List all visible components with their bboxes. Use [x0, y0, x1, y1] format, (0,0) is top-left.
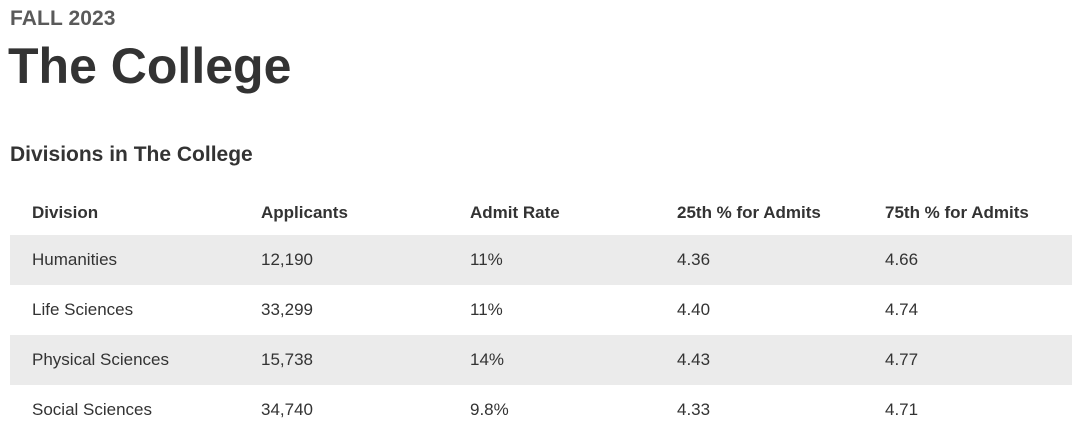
table-row: Physical Sciences 15,738 14% 4.43 4.77: [10, 335, 1072, 385]
cell-admit-rate: 11%: [470, 300, 503, 319]
section-title: Divisions in The College: [10, 143, 253, 166]
cell-applicants: 33,299: [261, 300, 313, 319]
cell-applicants: 34,740: [261, 400, 313, 419]
table-header-row: Division Applicants Admit Rate 25th % fo…: [10, 190, 1072, 235]
term-label: FALL 2023: [10, 7, 116, 30]
column-header-25th-percentile: 25th % for Admits: [677, 202, 821, 222]
divisions-table: Division Applicants Admit Rate 25th % fo…: [10, 190, 1072, 435]
table-body: Humanities 12,190 11% 4.36 4.66 Life Sci…: [10, 235, 1072, 435]
cell-division: Social Sciences: [32, 400, 153, 419]
table-header: Division Applicants Admit Rate 25th % fo…: [10, 190, 1072, 235]
cell-admit-rate: 9.8%: [470, 400, 509, 419]
cell-applicants: 12,190: [261, 250, 313, 269]
cell-75th-percentile: 4.77: [885, 350, 919, 369]
table-row: Humanities 12,190 11% 4.36 4.66: [10, 235, 1072, 285]
cell-75th-percentile: 4.71: [885, 400, 919, 419]
column-header-applicants: Applicants: [261, 202, 348, 222]
cell-75th-percentile: 4.66: [885, 250, 919, 269]
cell-division: Humanities: [32, 250, 118, 269]
table-row: Life Sciences 33,299 11% 4.40 4.74: [10, 285, 1072, 335]
cell-25th-percentile: 4.36: [677, 250, 711, 269]
column-header-division: Division: [32, 202, 99, 222]
cell-admit-rate: 14%: [470, 350, 505, 369]
cell-applicants: 15,738: [261, 350, 313, 369]
table-row: Social Sciences 34,740 9.8% 4.33 4.71: [10, 385, 1072, 435]
column-header-admit-rate: Admit Rate: [470, 202, 560, 222]
cell-admit-rate: 11%: [470, 250, 503, 269]
cell-25th-percentile: 4.40: [677, 300, 711, 319]
cell-25th-percentile: 4.33: [677, 400, 711, 419]
cell-division: Life Sciences: [32, 300, 134, 319]
cell-25th-percentile: 4.43: [677, 350, 711, 369]
column-header-75th-percentile: 75th % for Admits: [885, 202, 1029, 222]
page-title: The College: [8, 38, 292, 94]
cell-75th-percentile: 4.74: [885, 300, 919, 319]
cell-division: Physical Sciences: [32, 350, 170, 369]
